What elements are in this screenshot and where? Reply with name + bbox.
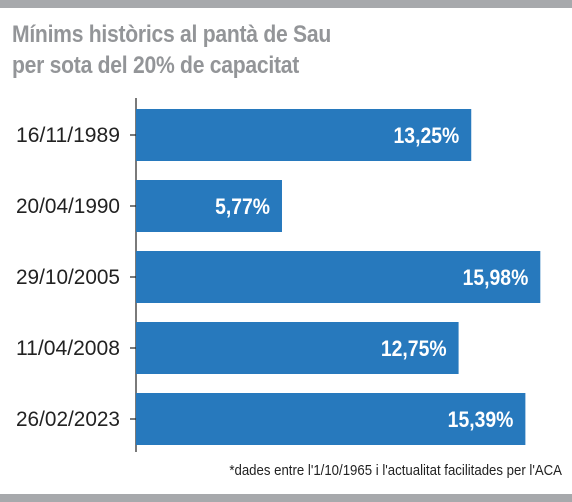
bar [136, 251, 541, 303]
value-label: 12,75% [381, 336, 447, 361]
value-label: 15,39% [448, 407, 514, 432]
value-label: 13,25% [394, 123, 460, 148]
bottom-frame-bar [0, 494, 572, 502]
footnote: *dades entre l'1/10/1965 i l'actualitat … [229, 462, 562, 479]
bar [136, 180, 282, 232]
bar [136, 109, 472, 161]
chart-title-line-1: Mínims històrics al pantà de Sau [12, 21, 331, 48]
value-label: 5,77% [215, 194, 270, 219]
category-label: 29/10/2005 [16, 266, 120, 289]
chart-title-line-2: per sota del 20% de capacitat [12, 52, 299, 79]
category-label: 11/04/2008 [16, 337, 120, 360]
category-label: 20/04/1990 [16, 195, 120, 218]
bar [136, 393, 526, 445]
category-label: 16/11/1989 [16, 124, 120, 147]
top-frame-bar [0, 0, 572, 8]
category-label: 26/02/2023 [16, 408, 120, 431]
value-label: 15,98% [463, 265, 529, 290]
chart-title: Mínims històrics al pantà de Sau per sot… [12, 19, 331, 81]
bar [136, 322, 459, 374]
